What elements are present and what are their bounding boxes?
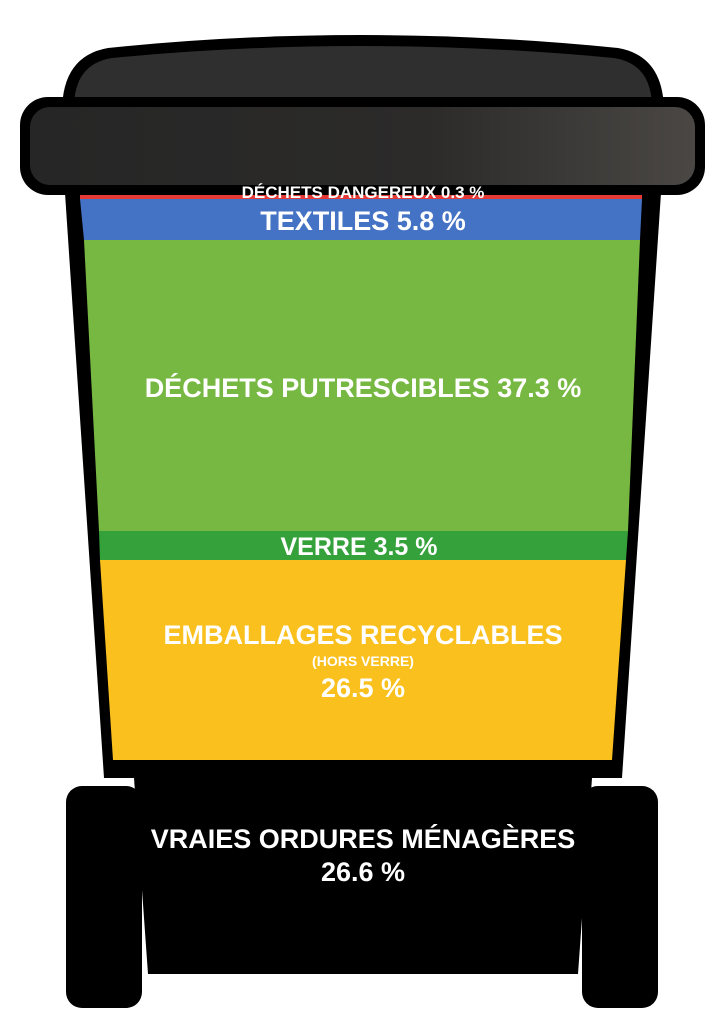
label-glass: VERRE 3.5 % xyxy=(280,533,437,561)
lid-rim-face xyxy=(30,107,695,185)
left-wheel xyxy=(66,786,142,1008)
segment-glass xyxy=(99,531,628,560)
label-packaging: EMBALLAGES RECYCLABLES xyxy=(163,620,562,650)
sublabel-packaging: (HORS VERRE) xyxy=(312,653,414,669)
segment-packaging xyxy=(100,560,626,760)
label-residual: VRAIES ORDURES MÉNAGÈRES xyxy=(151,823,576,854)
segment-putrescible xyxy=(84,240,640,531)
segment-textiles xyxy=(80,199,642,240)
right-wheel xyxy=(582,786,658,1008)
value-residual: 26.6 % xyxy=(321,857,405,887)
label-dangerous: DÉCHETS DANGEREUX 0.3 % xyxy=(242,183,485,202)
label-textiles: TEXTILES 5.8 % xyxy=(260,206,466,236)
label-putrescible: DÉCHETS PUTRESCIBLES 37.3 % xyxy=(145,372,582,403)
lid-top-face xyxy=(74,46,652,108)
value-packaging: 26.5 % xyxy=(321,673,405,703)
